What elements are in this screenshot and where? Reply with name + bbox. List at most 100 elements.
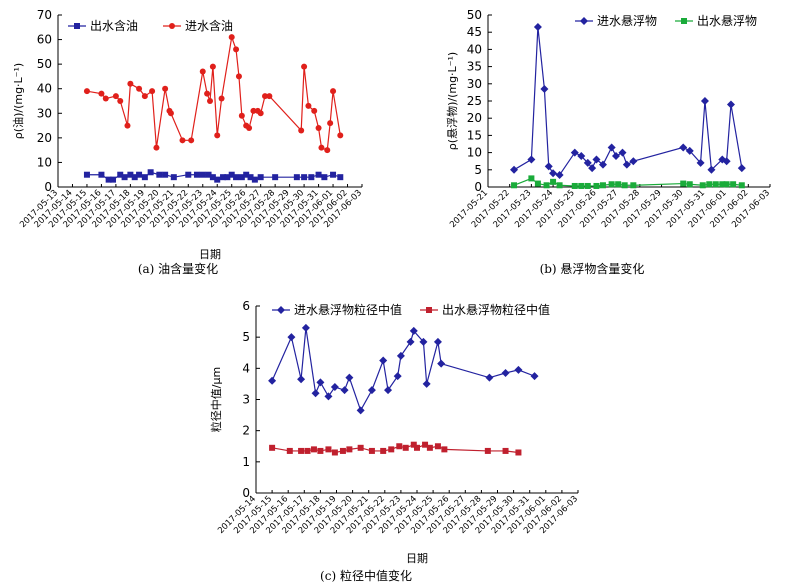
data-point (422, 379, 431, 388)
data-point (712, 181, 719, 188)
data-point (269, 444, 276, 451)
data-point (555, 170, 564, 179)
data-point (105, 176, 112, 183)
data-point (723, 181, 730, 188)
data-point (530, 372, 539, 381)
data-point (577, 152, 586, 161)
data-point (379, 356, 388, 365)
x-axis-title: 日期 (406, 552, 428, 565)
data-point (722, 157, 731, 166)
data-point (167, 110, 174, 117)
data-point (544, 162, 553, 171)
y-tick-label: 5 (474, 163, 482, 177)
series-a-0 (83, 169, 344, 183)
data-point (599, 182, 606, 189)
data-point (83, 88, 90, 95)
data-point (224, 174, 231, 181)
data-point (298, 447, 305, 454)
data-point (209, 174, 216, 181)
data-point (330, 171, 337, 178)
data-point (102, 95, 109, 102)
data-point (287, 333, 296, 342)
data-point (301, 323, 310, 332)
data-point (409, 326, 418, 335)
legend-marker (426, 307, 432, 313)
data-point (388, 446, 395, 453)
series-a-1 (83, 34, 344, 154)
y-tick-label: 20 (467, 111, 482, 125)
y-tick-label: 40 (37, 82, 52, 96)
data-point (700, 97, 709, 105)
chart-a: 0102030405060702017-05-132017-05-142017-… (11, 8, 364, 276)
data-point (304, 447, 311, 454)
data-point (419, 337, 428, 346)
data-point (141, 93, 148, 100)
legend-label: 进水悬浮物粒径中值 (294, 302, 402, 317)
data-point (543, 182, 550, 189)
data-point (286, 447, 293, 454)
data-point (193, 171, 200, 178)
data-point (207, 98, 213, 104)
chart-caption: (c) 粒径中值变化 (320, 568, 412, 583)
data-point (611, 152, 620, 161)
data-point (98, 90, 105, 97)
data-point (83, 171, 90, 178)
data-point (515, 449, 522, 456)
legend-marker (681, 18, 687, 24)
y-tick-label: 0 (44, 180, 52, 194)
data-point (549, 169, 558, 178)
legend-marker (169, 23, 175, 29)
data-point (318, 144, 325, 151)
y-tick-label: 50 (467, 8, 482, 22)
legend-label: 出水含油 (90, 18, 138, 33)
data-point (706, 181, 713, 188)
data-point (117, 171, 124, 178)
data-point (315, 171, 322, 178)
data-point (615, 181, 622, 188)
data-point (179, 137, 186, 144)
data-point (588, 164, 597, 173)
data-point (153, 144, 160, 151)
data-point (324, 392, 333, 401)
y-tick-label: 70 (37, 8, 52, 22)
data-point (578, 182, 585, 189)
data-point (598, 160, 607, 169)
data-point (345, 373, 354, 382)
data-point (510, 165, 519, 174)
data-point (301, 63, 308, 70)
y-tick-label: 25 (467, 94, 482, 108)
data-point (235, 73, 242, 80)
data-point (156, 171, 163, 178)
data-point (414, 444, 420, 451)
data-point (257, 110, 264, 117)
data-point (243, 171, 250, 178)
series-line (271, 327, 535, 412)
legend-label: 出水悬浮物 (697, 14, 757, 28)
data-point (315, 125, 322, 132)
data-point (266, 93, 273, 100)
data-point (686, 181, 693, 188)
data-point (630, 182, 637, 189)
data-point (301, 174, 308, 181)
data-point (250, 107, 257, 114)
legend-label: 出水悬浮物粒径中值 (442, 302, 550, 317)
y-tick-label: 15 (467, 128, 482, 142)
data-point (607, 143, 616, 152)
data-point (357, 444, 364, 451)
data-point (402, 444, 409, 451)
data-point (434, 443, 441, 450)
data-point (136, 171, 143, 178)
data-point (331, 449, 338, 456)
data-point (340, 386, 349, 395)
data-point (368, 447, 375, 454)
data-point (396, 351, 405, 360)
data-point (514, 365, 523, 374)
y-tick-label: 3 (242, 393, 250, 407)
data-point (141, 174, 148, 181)
data-point (316, 378, 325, 387)
chart-b: 051015202530354045502017-05-212017-05-22… (445, 8, 772, 276)
data-point (311, 389, 320, 398)
data-point (511, 182, 518, 189)
y-tick-label: 45 (467, 25, 482, 39)
